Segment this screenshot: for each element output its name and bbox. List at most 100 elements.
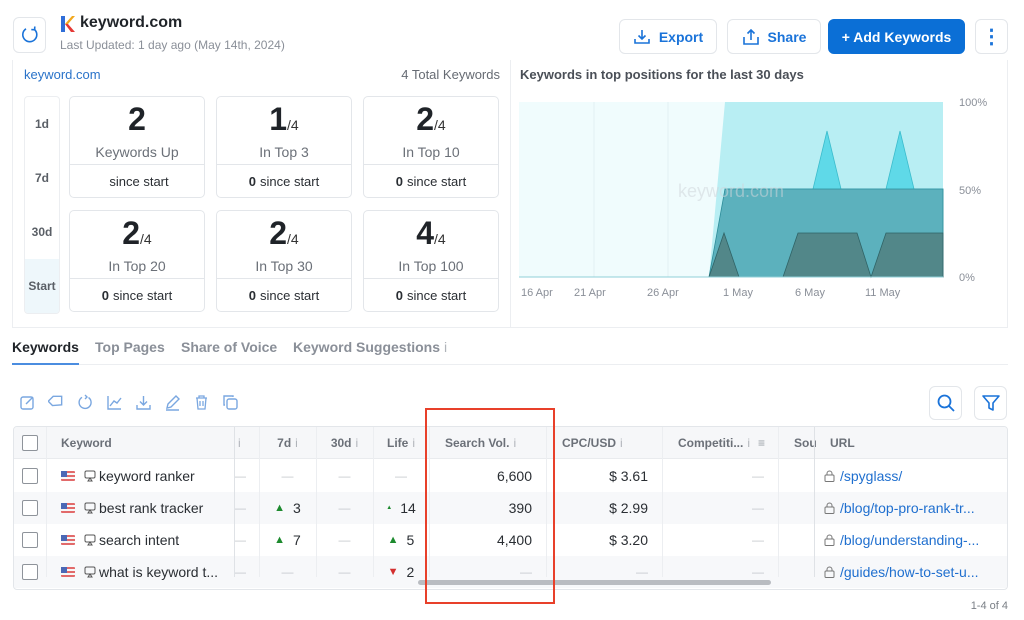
filter-button[interactable] xyxy=(974,386,1007,420)
change-life: 5 xyxy=(406,532,415,548)
page-header: keyword.com Last Updated: 1 day ago (May… xyxy=(0,0,1024,64)
row-checkbox[interactable] xyxy=(22,564,38,580)
edit-icon[interactable] xyxy=(18,393,37,412)
change-1d: — xyxy=(234,533,246,547)
col-url[interactable]: URL xyxy=(830,436,855,450)
select-all-checkbox[interactable] xyxy=(22,435,38,451)
table-header-row: Keyword i 7d i 30d i Life i Search Vol. i CP… xyxy=(14,427,1007,459)
change-7d: — xyxy=(281,565,294,579)
search-icon xyxy=(937,394,955,412)
competition: — xyxy=(752,533,764,547)
keyword-text[interactable]: what is keyword t... xyxy=(99,564,219,580)
period-1d[interactable]: 1d xyxy=(34,117,49,131)
col-7d[interactable]: 7d i xyxy=(259,427,316,459)
x-tick: 16 Apr xyxy=(521,287,553,299)
tag-icon[interactable] xyxy=(47,393,66,412)
sort-icon[interactable]: ≡ xyxy=(758,436,766,450)
table-row[interactable]: best rank tracker — ▲ 3 — ▲ 14 390 $ 2.99 … xyxy=(14,492,1007,524)
x-tick: 11 May xyxy=(865,287,901,299)
share-button[interactable]: Share xyxy=(727,19,821,54)
col-cpc-label: CPC/USD xyxy=(562,436,617,450)
tab-keywords[interactable]: Keywords xyxy=(12,339,79,365)
table-row[interactable]: keyword ranker — — — — 6,600 $ 3.61 — /s… xyxy=(14,460,1007,492)
stat-card-top-20: 2/4 In Top 20 0 since start xyxy=(69,210,205,312)
period-7d[interactable]: 7d xyxy=(34,171,49,185)
desktop-icon xyxy=(84,566,96,578)
chart-title: Keywords in top positions for the last 3… xyxy=(520,67,804,82)
row-checkbox[interactable] xyxy=(22,500,38,516)
download-icon[interactable] xyxy=(134,393,153,412)
keyword-text[interactable]: keyword ranker xyxy=(99,468,195,484)
stat-denom: /4 xyxy=(434,231,446,247)
tab-top-pages[interactable]: Top Pages xyxy=(95,339,165,355)
keyword-cell: keyword ranker xyxy=(61,460,233,492)
url-link[interactable]: /spyglass/ xyxy=(840,468,903,484)
keyword-text[interactable]: best rank tracker xyxy=(99,500,204,516)
col-1d-partial[interactable]: i xyxy=(234,427,254,459)
url-link[interactable]: /blog/understanding-... xyxy=(840,532,980,548)
pencil-icon[interactable] xyxy=(163,393,182,412)
column-divider xyxy=(814,427,815,577)
period-start[interactable]: Start xyxy=(25,259,59,313)
tab-bar: Keywords Top Pages Share of Voice Keywor… xyxy=(12,330,1008,365)
stat-card-top-3: 1/4 In Top 3 0 since start xyxy=(216,96,352,198)
refresh-icon[interactable] xyxy=(76,393,95,412)
table-row[interactable]: search intent — ▲ 7 — ▲ 5 4,400 $ 3.20 — /… xyxy=(14,524,1007,556)
us-flag-icon xyxy=(61,535,75,545)
info-icon: i xyxy=(295,436,298,450)
search-button[interactable] xyxy=(929,386,962,420)
col-competition[interactable]: Competiti... i ≡ xyxy=(678,427,788,459)
keyword-text[interactable]: search intent xyxy=(99,532,180,548)
search-volume: 4,400 xyxy=(496,532,532,548)
tab-keyword-suggestions-label: Keyword Suggestions xyxy=(293,339,441,355)
stat-value: 2 xyxy=(269,215,288,251)
us-flag-icon xyxy=(61,567,75,577)
url-link[interactable]: /blog/top-pro-rank-tr... xyxy=(840,500,975,516)
col-search-volume-label: Search Vol. xyxy=(445,436,510,450)
info-icon: i xyxy=(513,436,517,450)
period-selector: 1d 7d 30d Start xyxy=(24,96,60,314)
url-link[interactable]: /guides/how-to-set-u... xyxy=(840,564,979,580)
area-chart[interactable]: keyword.com 100% 50% 0% 16 Apr 21 Apr 26… xyxy=(511,60,1009,328)
competition: — xyxy=(752,469,764,483)
col-life[interactable]: Life i xyxy=(373,427,429,459)
change-7d: 3 xyxy=(293,500,301,516)
col-search-volume[interactable]: Search Vol. i xyxy=(445,427,545,459)
horizontal-scrollbar[interactable] xyxy=(418,580,771,585)
summary-domain-link[interactable]: keyword.com xyxy=(24,67,101,82)
column-divider xyxy=(662,427,663,577)
duplicate-icon[interactable] xyxy=(221,393,240,412)
column-divider xyxy=(429,427,430,577)
table-toolbar xyxy=(18,393,240,412)
col-30d[interactable]: 30d i xyxy=(316,427,373,459)
row-checkbox[interactable] xyxy=(22,532,38,548)
stat-since: since start xyxy=(406,174,467,189)
col-cpc[interactable]: CPC/USD i xyxy=(562,427,662,459)
export-button[interactable]: Export xyxy=(619,19,717,54)
add-keywords-button[interactable]: + Add Keywords xyxy=(828,19,965,54)
chart-icon[interactable] xyxy=(105,393,124,412)
lock-icon xyxy=(824,566,835,578)
lock-icon xyxy=(824,534,835,546)
col-keyword[interactable]: Keyword xyxy=(61,436,112,450)
col-source[interactable]: Sou xyxy=(794,436,816,450)
period-30d[interactable]: 30d xyxy=(31,225,53,239)
summary-panel: keyword.com 4 Total Keywords 1d 7d 30d S… xyxy=(12,60,510,328)
last-updated: Last Updated: 1 day ago (May 14th, 2024) xyxy=(60,38,285,52)
more-options-button[interactable]: ⋮ xyxy=(975,19,1008,54)
row-checkbox[interactable] xyxy=(22,468,38,484)
search-volume-highlight-box xyxy=(425,408,555,604)
column-divider xyxy=(546,427,547,577)
tab-keyword-suggestions[interactable]: Keyword Suggestions i xyxy=(293,339,447,363)
tab-share-of-voice[interactable]: Share of Voice xyxy=(181,339,278,355)
filter-icon xyxy=(981,395,1000,411)
x-tick: 26 Apr xyxy=(647,287,679,299)
cpc: $ 2.99 xyxy=(609,500,648,516)
info-icon: i xyxy=(355,436,359,450)
change-life: 14 xyxy=(400,500,416,516)
refresh-button[interactable] xyxy=(13,17,46,53)
stat-change: 0 xyxy=(248,288,256,303)
stat-value: 4 xyxy=(416,215,435,251)
stat-change: 0 xyxy=(395,288,403,303)
trash-icon[interactable] xyxy=(192,393,211,412)
